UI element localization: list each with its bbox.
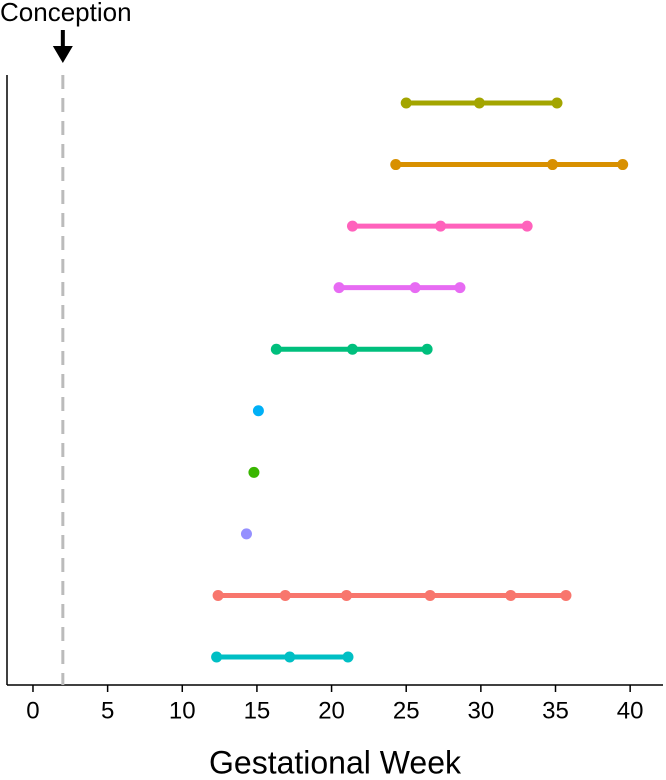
point [435,220,447,232]
x-tick-label: 0 [26,697,39,724]
annotation: Conception [0,0,132,27]
point [284,651,296,663]
point [252,405,264,417]
point [333,282,345,294]
x-tick-label: 25 [393,697,420,724]
point [473,97,485,109]
arrow-head [52,46,73,63]
point [424,589,436,601]
point [521,220,533,232]
point [560,589,572,601]
point [340,589,352,601]
point [409,282,421,294]
point [400,97,412,109]
point [390,159,402,171]
point [279,589,291,601]
x-axis-title: Gestational Week [209,744,462,780]
point [617,159,629,171]
point [346,220,358,232]
point [551,97,563,109]
x-tick-label: 5 [101,697,114,724]
x-tick-label: 35 [542,697,569,724]
point [346,343,358,355]
point [270,343,282,355]
point [240,528,252,540]
point [212,589,224,601]
x-tick-label: 10 [169,697,196,724]
x-tick-label: 20 [318,697,345,724]
x-tick-label: 40 [617,697,644,724]
point [454,282,466,294]
point [248,466,260,478]
point [505,589,517,601]
point [547,159,559,171]
x-tick-label: 15 [244,697,271,724]
point [211,651,223,663]
point [342,651,354,663]
point [421,343,433,355]
x-tick-label: 30 [468,697,495,724]
